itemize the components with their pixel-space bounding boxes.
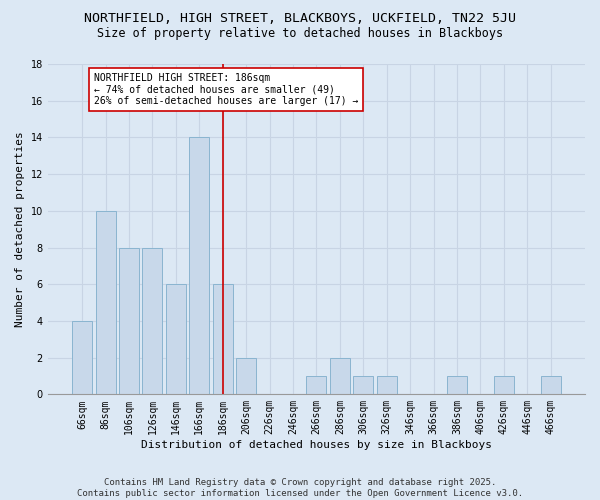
Bar: [72, 321, 92, 394]
Bar: [190, 138, 209, 394]
Bar: [377, 376, 397, 394]
Text: Size of property relative to detached houses in Blackboys: Size of property relative to detached ho…: [97, 28, 503, 40]
Bar: [142, 248, 163, 394]
Bar: [541, 376, 560, 394]
Text: NORTHFIELD HIGH STREET: 186sqm
← 74% of detached houses are smaller (49)
26% of : NORTHFIELD HIGH STREET: 186sqm ← 74% of …: [94, 73, 358, 106]
Y-axis label: Number of detached properties: Number of detached properties: [15, 132, 25, 327]
Bar: [353, 376, 373, 394]
Bar: [494, 376, 514, 394]
Bar: [447, 376, 467, 394]
Bar: [307, 376, 326, 394]
Bar: [166, 284, 186, 395]
X-axis label: Distribution of detached houses by size in Blackboys: Distribution of detached houses by size …: [141, 440, 492, 450]
Bar: [213, 284, 233, 395]
Bar: [236, 358, 256, 395]
Bar: [119, 248, 139, 394]
Bar: [95, 211, 116, 394]
Bar: [330, 358, 350, 395]
Text: NORTHFIELD, HIGH STREET, BLACKBOYS, UCKFIELD, TN22 5JU: NORTHFIELD, HIGH STREET, BLACKBOYS, UCKF…: [84, 12, 516, 26]
Text: Contains HM Land Registry data © Crown copyright and database right 2025.
Contai: Contains HM Land Registry data © Crown c…: [77, 478, 523, 498]
